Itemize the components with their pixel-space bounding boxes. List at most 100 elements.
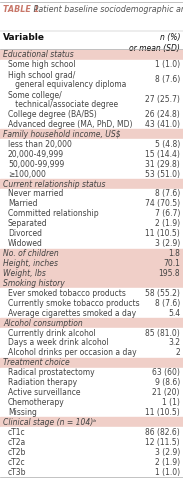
Text: Average cigarettes smoked a day: Average cigarettes smoked a day — [8, 309, 136, 318]
Text: 31 (29.8): 31 (29.8) — [145, 160, 180, 168]
Text: 15 (14.4): 15 (14.4) — [145, 150, 180, 159]
Bar — [0, 358, 183, 368]
Bar — [0, 60, 183, 70]
Text: 21 (20): 21 (20) — [152, 388, 180, 397]
Bar — [0, 239, 183, 249]
Bar — [0, 209, 183, 219]
Bar — [0, 308, 183, 318]
Text: 8 (7.6): 8 (7.6) — [155, 190, 180, 199]
Bar — [0, 70, 183, 90]
Bar — [0, 50, 183, 60]
Text: 20,000-49,999: 20,000-49,999 — [8, 150, 64, 159]
Bar — [0, 397, 183, 408]
Bar — [0, 259, 183, 268]
Text: Patient baseline sociodemographic and clinical characteristics (N = 105): Patient baseline sociodemographic and cl… — [31, 5, 183, 14]
Bar — [0, 219, 183, 229]
Text: 2: 2 — [175, 348, 180, 358]
Text: Clinical stage (n = 104)ᵇ: Clinical stage (n = 104)ᵇ — [3, 418, 96, 427]
Text: cT2a: cT2a — [8, 438, 26, 447]
Text: 3 (2.9): 3 (2.9) — [155, 448, 180, 456]
Bar — [0, 368, 183, 378]
Text: 2 (1.9): 2 (1.9) — [155, 457, 180, 467]
Text: Variable: Variable — [3, 33, 45, 42]
Text: ≥100,000: ≥100,000 — [8, 169, 46, 179]
Text: less than 20,000: less than 20,000 — [8, 140, 72, 149]
Text: Height, inches: Height, inches — [3, 259, 58, 268]
Text: 86 (82.6): 86 (82.6) — [145, 428, 180, 437]
Text: 58 (55.2): 58 (55.2) — [145, 289, 180, 298]
Text: 11 (10.5): 11 (10.5) — [145, 408, 180, 417]
Bar — [0, 2, 183, 30]
Bar — [0, 348, 183, 358]
Text: College degree (BA/BS): College degree (BA/BS) — [8, 110, 97, 119]
Text: High school grad/: High school grad/ — [8, 71, 75, 80]
Bar — [0, 189, 183, 199]
Text: Alcohol drinks per occasion a day: Alcohol drinks per occasion a day — [8, 348, 137, 358]
Text: TABLE 1: TABLE 1 — [3, 5, 39, 14]
Text: Married: Married — [8, 199, 38, 208]
Bar — [0, 388, 183, 397]
Text: Divorced: Divorced — [8, 229, 42, 238]
Text: 8 (7.6): 8 (7.6) — [155, 75, 180, 84]
Text: 1.8: 1.8 — [168, 249, 180, 258]
Text: Radical prostatectomy: Radical prostatectomy — [8, 368, 95, 377]
Text: Separated: Separated — [8, 219, 48, 228]
Bar — [0, 278, 183, 288]
Text: 3 (2.9): 3 (2.9) — [155, 239, 180, 248]
Bar — [0, 120, 183, 130]
Bar — [0, 457, 183, 467]
Bar — [0, 109, 183, 120]
Text: general equivalency diploma: general equivalency diploma — [8, 80, 126, 89]
Text: 50,000-99,999: 50,000-99,999 — [8, 160, 64, 168]
Bar — [0, 418, 183, 427]
Text: Treatment choice: Treatment choice — [3, 358, 70, 367]
Text: Smoking history: Smoking history — [3, 279, 65, 288]
Bar — [0, 467, 183, 477]
Text: 26 (24.8): 26 (24.8) — [145, 110, 180, 119]
Text: Alcohol consumption: Alcohol consumption — [3, 319, 83, 327]
Text: 11 (10.5): 11 (10.5) — [145, 229, 180, 238]
Text: cT2c: cT2c — [8, 457, 26, 467]
Bar — [0, 268, 183, 278]
Bar — [0, 229, 183, 239]
Text: 43 (41.0): 43 (41.0) — [145, 120, 180, 129]
Text: 27 (25.7): 27 (25.7) — [145, 95, 180, 104]
Text: 63 (60): 63 (60) — [152, 368, 180, 377]
Bar — [0, 169, 183, 179]
Text: Radiation therapy: Radiation therapy — [8, 378, 77, 387]
Bar — [0, 199, 183, 209]
Text: Chemotherapy: Chemotherapy — [8, 398, 65, 407]
Text: 2 (1.9): 2 (1.9) — [155, 219, 180, 228]
Text: cT2b: cT2b — [8, 448, 26, 456]
Text: 53 (51.0): 53 (51.0) — [145, 169, 180, 179]
Bar — [0, 249, 183, 259]
Text: 12 (11.5): 12 (11.5) — [145, 438, 180, 447]
Text: Current relationship status: Current relationship status — [3, 180, 106, 189]
Bar — [0, 288, 183, 298]
Text: Currently smoke tobacco products: Currently smoke tobacco products — [8, 299, 140, 308]
Text: Family household income, US$: Family household income, US$ — [3, 130, 121, 139]
Bar — [0, 408, 183, 418]
Text: 5 (4.8): 5 (4.8) — [155, 140, 180, 149]
Text: Never married: Never married — [8, 190, 63, 199]
Bar — [0, 427, 183, 437]
Text: 1 (1): 1 (1) — [162, 398, 180, 407]
Text: Days a week drink alcohol: Days a week drink alcohol — [8, 338, 109, 348]
Text: 8 (7.6): 8 (7.6) — [155, 299, 180, 308]
Text: n (%)
or mean (SD): n (%) or mean (SD) — [129, 33, 180, 53]
Bar — [0, 179, 183, 189]
Text: 195.8: 195.8 — [158, 269, 180, 278]
Text: 3.2: 3.2 — [168, 338, 180, 348]
Text: 5.4: 5.4 — [168, 309, 180, 318]
Text: Some college/: Some college/ — [8, 91, 62, 100]
Text: 74 (70.5): 74 (70.5) — [145, 199, 180, 208]
Text: 70.1: 70.1 — [163, 259, 180, 268]
Bar — [0, 139, 183, 149]
Bar — [0, 328, 183, 338]
Text: Educational status: Educational status — [3, 50, 74, 60]
Text: Weight, lbs: Weight, lbs — [3, 269, 46, 278]
Bar — [0, 318, 183, 328]
Text: cT1c: cT1c — [8, 428, 26, 437]
Bar — [0, 159, 183, 169]
Text: 1 (1.0): 1 (1.0) — [155, 60, 180, 70]
